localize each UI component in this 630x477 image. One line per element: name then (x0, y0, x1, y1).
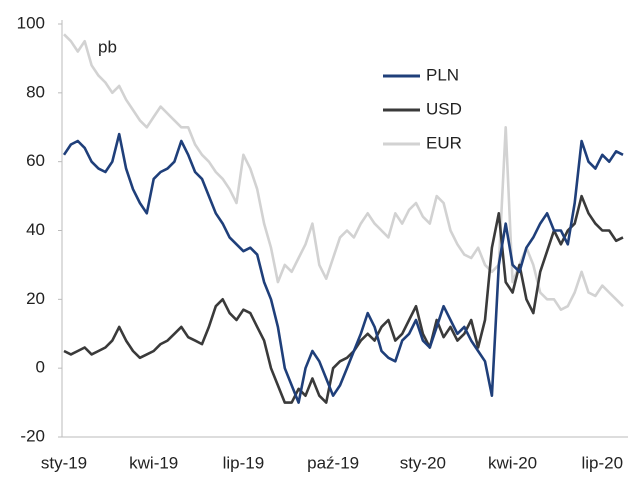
x-tick-label: lip-19 (223, 453, 265, 472)
y-tick-label: 100 (17, 13, 45, 32)
line-series (63, 194, 624, 404)
y-tick-label: 20 (26, 289, 45, 308)
y-tick-label: 0 (36, 358, 45, 377)
y-tick-label: 60 (26, 151, 45, 170)
y-tick-label: 40 (26, 220, 45, 239)
x-tick-label: paź-19 (307, 453, 359, 472)
x-tick-label: sty-19 (41, 453, 87, 472)
unit-label: pb (98, 37, 117, 56)
y-tick-label: -20 (20, 426, 45, 445)
y-tick-label: 80 (26, 82, 45, 101)
x-tick-label: kwi-19 (129, 453, 178, 472)
line-series (63, 33, 624, 311)
legend-label: PLN (426, 65, 459, 84)
line-series (62, 132, 624, 404)
x-tick-label: kwi-20 (488, 453, 537, 472)
legend-label: USD (426, 99, 462, 118)
x-tick-label: lip-20 (581, 453, 623, 472)
x-tick-label: sty-20 (400, 453, 446, 472)
legend-label: EUR (426, 133, 462, 152)
